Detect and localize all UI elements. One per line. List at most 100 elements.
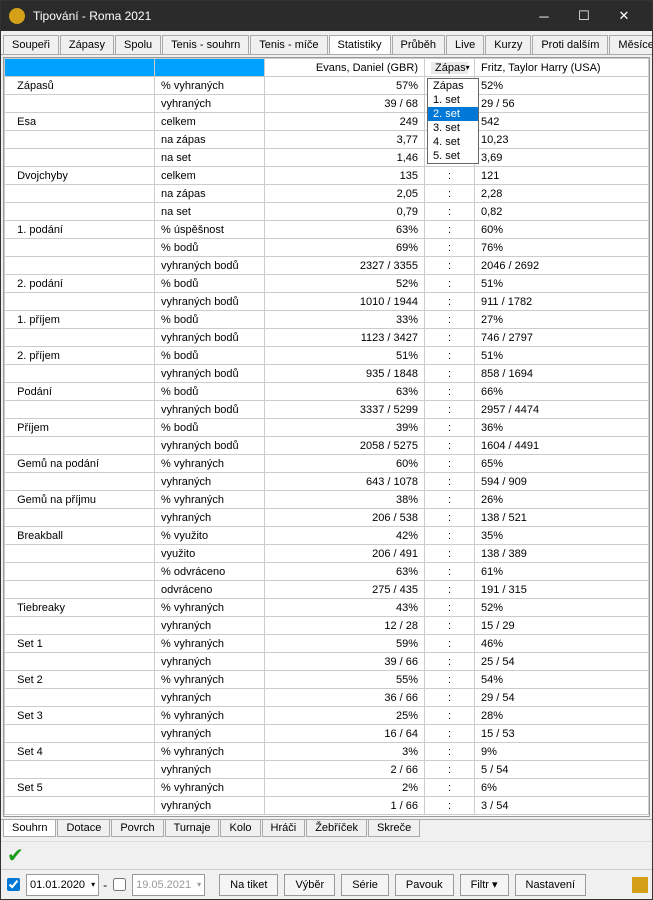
tab-kurzy[interactable]: Kurzy bbox=[485, 35, 531, 54]
stat-value-p2: 54% bbox=[475, 671, 649, 689]
stat-sep: : bbox=[425, 419, 475, 437]
bottomtab-souhrn[interactable]: Souhrn bbox=[3, 820, 56, 837]
stat-value-p2: 15 / 53 bbox=[475, 725, 649, 743]
stat-value-p1: 12 / 28 bbox=[265, 617, 425, 635]
stat-value-p1: 0,79 bbox=[265, 203, 425, 221]
dropdown-item[interactable]: 4. set bbox=[428, 135, 478, 149]
footer-button-s-rie[interactable]: Série bbox=[341, 874, 389, 896]
tab-statistiky[interactable]: Statistiky bbox=[329, 35, 391, 55]
dropdown-item[interactable]: 1. set bbox=[428, 93, 478, 107]
stat-value-p1: 60% bbox=[265, 455, 425, 473]
stat-metric: na zápas bbox=[155, 185, 265, 203]
footer-button-nastaven-[interactable]: Nastavení bbox=[515, 874, 587, 896]
stat-value-p1: 249 bbox=[265, 113, 425, 131]
stat-metric: vyhraných bodů bbox=[155, 329, 265, 347]
stat-value-p1: 1010 / 1944 bbox=[265, 293, 425, 311]
bottomtab-turnaje[interactable]: Turnaje bbox=[165, 820, 220, 837]
stat-category: Podání bbox=[5, 383, 155, 401]
stat-value-p1: 59% bbox=[265, 635, 425, 653]
stat-sep: : bbox=[425, 509, 475, 527]
header-player2: Fritz, Taylor Harry (USA) bbox=[475, 59, 649, 77]
stat-metric: % využito bbox=[155, 527, 265, 545]
date2-picker[interactable]: 19.05.2021▾ bbox=[132, 874, 205, 896]
minimize-button[interactable]: ─ bbox=[524, 1, 564, 31]
date1-picker[interactable]: 01.01.2020▾ bbox=[26, 874, 99, 896]
bottomtab-dotace[interactable]: Dotace bbox=[57, 820, 110, 837]
confirm-row: ✔ bbox=[1, 841, 652, 869]
tab-pr-b-h[interactable]: Průběh bbox=[392, 35, 445, 54]
stat-sep: : bbox=[425, 743, 475, 761]
stat-metric: vyhraných bbox=[155, 725, 265, 743]
stat-category bbox=[5, 581, 155, 599]
stat-value-p2: 60% bbox=[475, 221, 649, 239]
tab-tenis-m-e[interactable]: Tenis - míče bbox=[250, 35, 327, 54]
tab-tenis-souhrn[interactable]: Tenis - souhrn bbox=[162, 35, 249, 54]
stat-metric: vyhraných bodů bbox=[155, 401, 265, 419]
footer-button-v-b-r[interactable]: Výběr bbox=[284, 874, 335, 896]
header-blank2 bbox=[155, 59, 265, 77]
bottomtab-hráči[interactable]: Hráči bbox=[262, 820, 306, 837]
header-scope-combo[interactable]: Zápas▾ bbox=[425, 59, 475, 77]
stat-value-p1: 206 / 538 bbox=[265, 509, 425, 527]
stat-category bbox=[5, 257, 155, 275]
stat-category: Tiebreaky bbox=[5, 599, 155, 617]
header-player1: Evans, Daniel (GBR) bbox=[265, 59, 425, 77]
stat-category bbox=[5, 509, 155, 527]
dropdown-item[interactable]: Zápas bbox=[428, 79, 478, 93]
stat-value-p2: 3 / 54 bbox=[475, 797, 649, 815]
stat-metric: % vyhraných bbox=[155, 671, 265, 689]
dropdown-item[interactable]: 5. set bbox=[428, 149, 478, 163]
stat-value-p1: 25% bbox=[265, 707, 425, 725]
maximize-button[interactable]: ☐ bbox=[564, 1, 604, 31]
stat-sep: : bbox=[425, 311, 475, 329]
scope-dropdown[interactable]: Zápas1. set2. set3. set4. set5. set bbox=[427, 78, 479, 164]
stat-sep: : bbox=[425, 257, 475, 275]
stat-sep: : bbox=[425, 761, 475, 779]
stat-category bbox=[5, 761, 155, 779]
stat-value-p2: 3,69 bbox=[475, 149, 649, 167]
bottomtab-žebříček[interactable]: Žebříček bbox=[306, 820, 367, 837]
bottomtab-skreče[interactable]: Skreče bbox=[368, 820, 420, 837]
stat-value-p2: 29 / 54 bbox=[475, 689, 649, 707]
stat-category: 1. podání bbox=[5, 221, 155, 239]
date1-enable-checkbox[interactable] bbox=[7, 878, 20, 891]
close-button[interactable]: ✕ bbox=[604, 1, 644, 31]
stat-metric: vyhraných bbox=[155, 473, 265, 491]
header-blank1 bbox=[5, 59, 155, 77]
confirm-check-icon[interactable]: ✔ bbox=[7, 843, 24, 868]
stat-sep: : bbox=[425, 473, 475, 491]
tab-z-pasy[interactable]: Zápasy bbox=[60, 35, 114, 54]
stat-metric: % bodů bbox=[155, 383, 265, 401]
bottomtab-kolo[interactable]: Kolo bbox=[220, 820, 260, 837]
stat-metric: % vyhraných bbox=[155, 491, 265, 509]
stat-category: Breakball bbox=[5, 527, 155, 545]
tab-spolu[interactable]: Spolu bbox=[115, 35, 161, 54]
stat-sep: : bbox=[425, 689, 475, 707]
stat-sep: : bbox=[425, 491, 475, 509]
footer-button-filtr-[interactable]: Filtr ▾ bbox=[460, 874, 509, 896]
stat-value-p2: 138 / 389 bbox=[475, 545, 649, 563]
stat-category bbox=[5, 437, 155, 455]
stat-category bbox=[5, 617, 155, 635]
stat-metric: využito bbox=[155, 545, 265, 563]
stat-value-p1: 63% bbox=[265, 563, 425, 581]
dropdown-item[interactable]: 3. set bbox=[428, 121, 478, 135]
tab-proti-dal-m[interactable]: Proti dalším bbox=[532, 35, 608, 54]
stat-value-p2: 35% bbox=[475, 527, 649, 545]
stat-category bbox=[5, 563, 155, 581]
footer-button-pavouk[interactable]: Pavouk bbox=[395, 874, 454, 896]
footer-button-na-tiket[interactable]: Na tiket bbox=[219, 874, 278, 896]
tab-soupe-i[interactable]: Soupeři bbox=[3, 35, 59, 54]
date2-enable-checkbox[interactable] bbox=[113, 878, 126, 891]
dropdown-item[interactable]: 2. set bbox=[428, 107, 478, 121]
stat-category bbox=[5, 239, 155, 257]
stat-sep: : bbox=[425, 437, 475, 455]
stat-metric: vyhraných bbox=[155, 761, 265, 779]
stat-value-p2: 76% bbox=[475, 239, 649, 257]
footer-exit-icon[interactable] bbox=[632, 877, 648, 893]
tab-live[interactable]: Live bbox=[446, 35, 484, 54]
bottomtab-povrch[interactable]: Povrch bbox=[111, 820, 163, 837]
stat-value-p2: 858 / 1694 bbox=[475, 365, 649, 383]
tab-m-s-ce[interactable]: Měsíce bbox=[609, 35, 652, 54]
stat-value-p1: 57% bbox=[265, 77, 425, 95]
